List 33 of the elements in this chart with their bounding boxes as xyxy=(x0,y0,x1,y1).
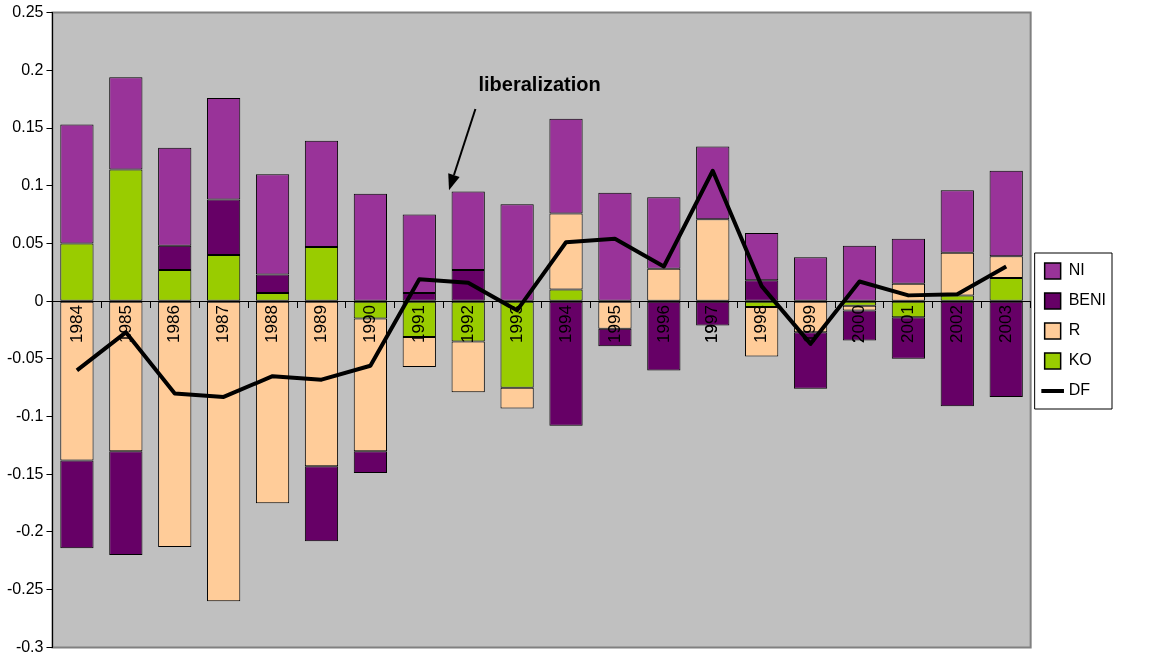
x-tick-label: 2003 xyxy=(995,305,1015,343)
y-tick-label: -0.25 xyxy=(7,580,44,598)
y-tick-label: -0.2 xyxy=(15,522,44,540)
annotation: liberalization xyxy=(478,73,601,96)
legend-label: DF xyxy=(1068,381,1091,399)
y-tick-label: 0 xyxy=(34,291,44,309)
x-tick-label: 2001 xyxy=(898,305,918,343)
x-tick-label: 1987 xyxy=(213,305,233,343)
x-tick-label: 1990 xyxy=(360,305,380,343)
x-tick-label: 1984 xyxy=(66,305,86,343)
y-tick-label: -0.3 xyxy=(15,637,44,655)
y-tick-label: 0.05 xyxy=(12,233,44,251)
y-tick-label: 0.15 xyxy=(12,118,44,136)
x-tick-label: 2000 xyxy=(849,305,869,343)
x-tick-label: 1996 xyxy=(653,305,673,343)
legend-label: NI xyxy=(1068,261,1085,279)
y-tick-label: -0.05 xyxy=(7,349,44,367)
x-tick-label: 1986 xyxy=(164,305,184,343)
legend-label: KO xyxy=(1068,351,1092,369)
x-tick-label: 2002 xyxy=(946,305,966,343)
y-tick-label: 0.1 xyxy=(21,176,44,194)
x-tick-label: 1994 xyxy=(555,305,575,343)
x-tick-label: 1997 xyxy=(702,305,722,343)
y-tick-label: 0.2 xyxy=(21,60,44,78)
x-tick-label: 1988 xyxy=(262,305,282,343)
legend-label: R xyxy=(1068,321,1081,339)
y-tick-label: -0.15 xyxy=(7,464,44,482)
y-tick-label: 0.25 xyxy=(12,3,44,21)
x-tick-label: 1992 xyxy=(457,305,477,343)
x-tick-label: 1995 xyxy=(604,305,624,343)
x-tick-label: 1989 xyxy=(311,305,331,343)
y-tick-label: -0.1 xyxy=(15,406,44,424)
legend-label: BENI xyxy=(1068,291,1106,309)
